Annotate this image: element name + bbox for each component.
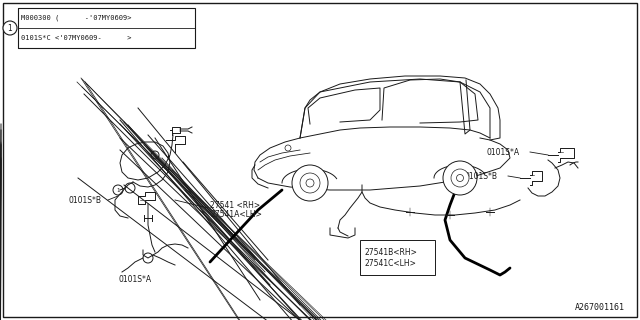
Text: A267001161: A267001161	[575, 303, 625, 313]
Circle shape	[3, 21, 17, 35]
Circle shape	[292, 165, 328, 201]
Text: 1: 1	[116, 188, 120, 193]
Text: 27541C<LH>: 27541C<LH>	[364, 260, 416, 268]
Circle shape	[451, 169, 469, 187]
Text: 0101S*B: 0101S*B	[464, 172, 497, 180]
Bar	[360, 240, 435, 275]
Text: 0101S*A: 0101S*A	[118, 276, 151, 284]
Circle shape	[443, 161, 477, 195]
Text: 0101S*B: 0101S*B	[68, 196, 101, 204]
Text: 0101S*A: 0101S*A	[486, 148, 519, 156]
Circle shape	[151, 151, 159, 159]
Circle shape	[285, 145, 291, 151]
Circle shape	[456, 174, 463, 181]
Text: 27541A<LH>: 27541A<LH>	[210, 210, 262, 219]
Text: 0101S*C <'07MY0609-      >: 0101S*C <'07MY0609- >	[21, 35, 131, 41]
Circle shape	[300, 173, 320, 193]
Text: 27541 <RH>: 27541 <RH>	[210, 201, 260, 210]
Text: 1: 1	[8, 23, 12, 33]
Circle shape	[125, 183, 135, 193]
Text: M000300 (      -'07MY0609>: M000300 ( -'07MY0609>	[21, 15, 131, 21]
Circle shape	[143, 253, 153, 263]
Circle shape	[113, 185, 123, 195]
Bar	[18, 8, 195, 48]
Text: 27541B<RH>: 27541B<RH>	[364, 247, 417, 257]
Circle shape	[306, 179, 314, 187]
